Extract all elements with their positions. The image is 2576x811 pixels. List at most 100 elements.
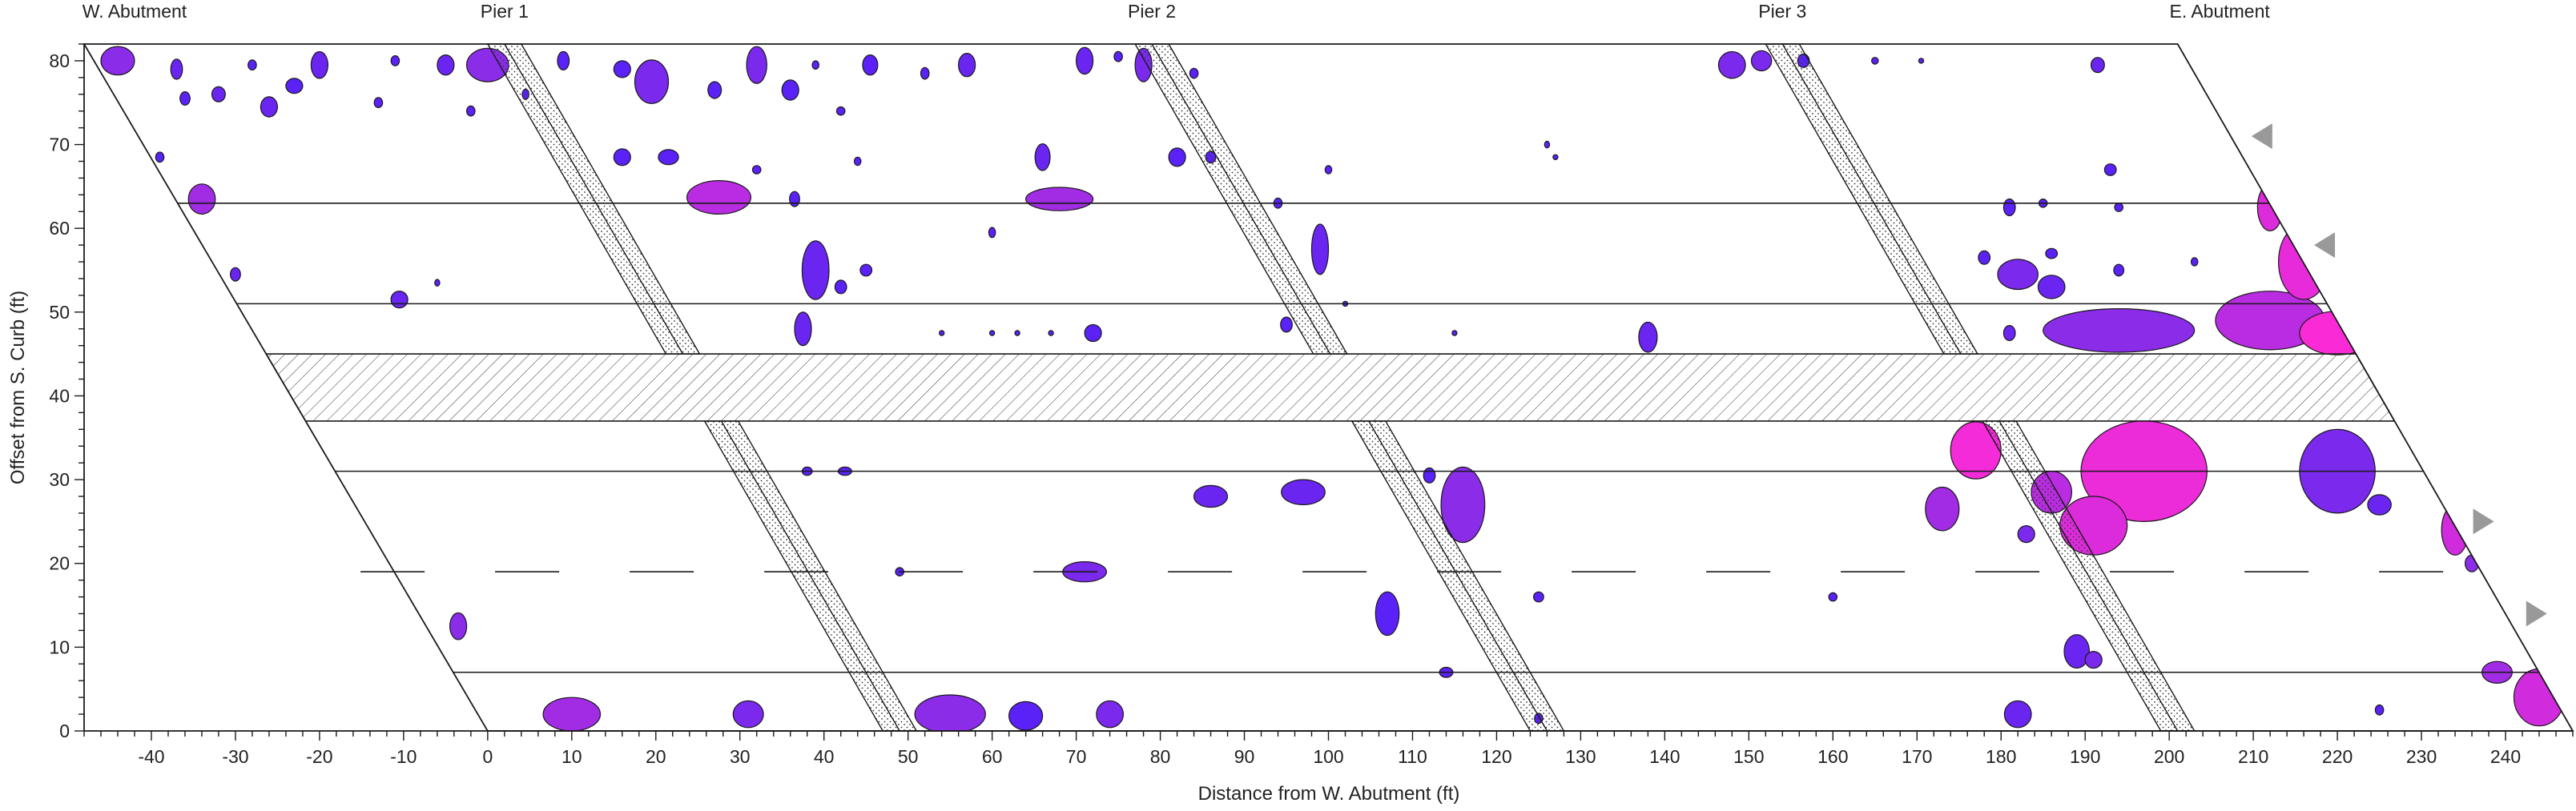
anomaly — [465, 105, 476, 117]
anomaly — [1324, 165, 1333, 175]
side-arrow-marker — [2251, 123, 2272, 150]
x-tick-label: 30 — [730, 746, 751, 767]
y-tick-label: 20 — [49, 553, 70, 574]
x-tick-label: 120 — [1481, 746, 1511, 767]
anomaly — [1310, 223, 1330, 275]
x-tick-label: 40 — [814, 746, 835, 767]
x-tick-label: 50 — [898, 746, 919, 767]
anomaly — [285, 78, 304, 94]
anomaly — [437, 54, 455, 76]
anomaly — [2114, 203, 2123, 212]
anomaly — [1084, 323, 1102, 343]
anomaly — [862, 54, 879, 76]
anomaly — [938, 330, 945, 336]
x-tick-label: 100 — [1313, 746, 1343, 767]
anomaly — [751, 165, 762, 175]
anomaly — [1048, 330, 1054, 336]
x-tick-label: -20 — [306, 746, 332, 767]
anomaly — [1014, 330, 1020, 336]
x-tick-label: -30 — [222, 746, 248, 767]
anomaly — [1717, 50, 1746, 79]
x-tick-label: 210 — [2238, 746, 2268, 767]
anomaly — [1828, 592, 1838, 602]
anomaly — [260, 96, 278, 118]
anomaly — [2103, 163, 2117, 176]
pier-centerline — [504, 43, 684, 355]
side-arrow-marker — [2314, 232, 2336, 259]
anomaly — [1113, 50, 1123, 62]
anomaly — [988, 330, 996, 336]
top-labels: W. Abutment Pier 1 Pier 2 Pier 3 E. Abutment — [83, 1, 2271, 22]
anomaly — [2003, 700, 2032, 729]
x-tick-label: 10 — [561, 746, 582, 767]
anomaly — [434, 279, 441, 287]
anomaly — [1193, 484, 1229, 508]
x-tick-label: 90 — [1234, 746, 1255, 767]
anomaly — [542, 697, 602, 731]
x-tick-label: 20 — [646, 746, 666, 767]
anomaly — [100, 46, 135, 76]
x-tick-label: 190 — [2070, 746, 2100, 767]
anomaly — [2367, 494, 2392, 516]
anomaly — [211, 86, 226, 102]
anomaly — [390, 54, 400, 66]
anomaly — [1997, 259, 2039, 291]
anomaly — [1075, 46, 1094, 75]
y-tick-label: 40 — [49, 385, 70, 406]
anomaly — [1440, 466, 1486, 544]
x-tick-label: 220 — [2322, 746, 2353, 767]
anomaly — [306, 461, 316, 473]
x-tick-label: 230 — [2406, 746, 2437, 767]
anomaly — [2265, 53, 2275, 68]
anomaly — [1375, 591, 1400, 636]
x-axis-title: Distance from W. Abutment (ft) — [1198, 783, 1460, 805]
anomaly — [2374, 704, 2385, 716]
axes: -40 -30 -20 -10 0 10 20 30 40 50 60 70 80 90 100 110 120… — [49, 43, 2574, 767]
y-tick-label: 80 — [49, 50, 70, 71]
anomaly — [1280, 316, 1293, 333]
anomaly — [1750, 50, 1773, 72]
anomaly — [1918, 58, 1925, 64]
anomaly — [236, 323, 252, 351]
anomaly — [2002, 325, 2016, 342]
y-tick-label: 60 — [49, 218, 70, 239]
x-tick-label: 150 — [1733, 746, 1764, 767]
anomaly — [390, 291, 409, 309]
anomaly — [746, 46, 767, 84]
anomaly — [707, 81, 722, 99]
x-tick-label: 240 — [2490, 746, 2521, 767]
anomaly — [1423, 467, 1436, 484]
anomaly — [2441, 504, 2469, 556]
anomaly — [1024, 187, 1094, 211]
pier-centerline — [1781, 43, 1962, 355]
y-tick-label: 0 — [59, 721, 70, 741]
anomaly — [634, 59, 670, 104]
construction-joint-band — [264, 353, 2396, 422]
anomaly — [781, 79, 799, 101]
anomaly — [1871, 57, 1879, 65]
anomaly — [789, 191, 800, 207]
anomaly — [1281, 479, 1326, 506]
anomaly — [988, 227, 996, 239]
anomaly — [2513, 668, 2566, 727]
anomaly — [1544, 140, 1551, 149]
top-label: W. Abutment — [83, 1, 187, 22]
anomaly — [794, 311, 812, 347]
anomaly — [2037, 275, 2066, 299]
y-tick-label: 50 — [49, 302, 70, 323]
x-tick-label: 200 — [2154, 746, 2184, 767]
pier-centerline — [1998, 420, 2179, 732]
y-tick-label: 30 — [49, 469, 70, 490]
anomaly — [1008, 701, 1044, 731]
x-tick-label: 130 — [1565, 746, 1596, 767]
x-tick-label: 160 — [1817, 746, 1848, 767]
pier-centerline — [1368, 420, 1548, 732]
x-tick-label: 170 — [1902, 746, 1932, 767]
anomaly — [658, 149, 679, 166]
anomaly — [835, 106, 846, 116]
anomaly — [686, 180, 751, 215]
x-tick-label: 140 — [1649, 746, 1680, 767]
anomaly — [613, 60, 631, 78]
x-tick-label: 110 — [1398, 746, 1427, 767]
